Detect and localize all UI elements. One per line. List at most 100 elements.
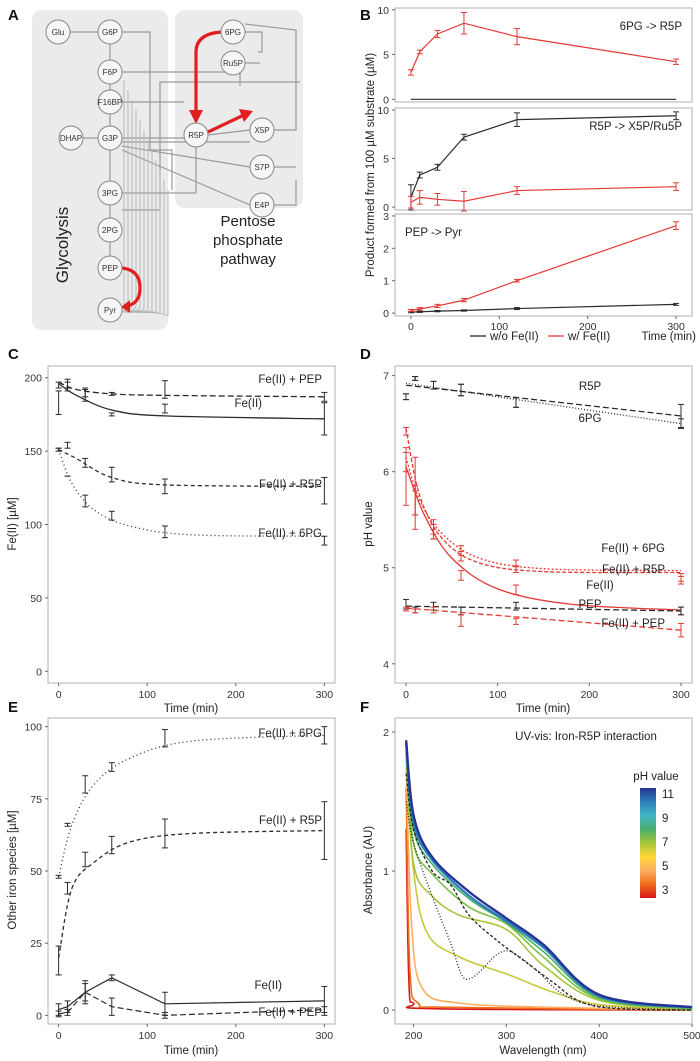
series-with-fe	[407, 11, 680, 76]
x-tick-label: 0	[408, 321, 414, 333]
x-tick-label: 100	[489, 689, 507, 701]
subplot-title: PEP -> Pyr	[405, 227, 462, 239]
series-annotation: R5P	[579, 381, 602, 393]
y-tick-label: 0	[36, 666, 42, 678]
y-axis-title: Absorbance (AU)	[363, 826, 375, 914]
series-annotation: PEP	[578, 599, 601, 611]
y-tick-label: 1	[383, 866, 389, 878]
y-tick-label: 0	[36, 1010, 42, 1022]
x-tick-label: 300	[498, 1030, 516, 1042]
series-6pg	[403, 376, 684, 429]
metabolite-label: 6PG	[225, 28, 241, 37]
x-tick-label: 100	[138, 1030, 156, 1042]
fit-line	[58, 381, 325, 398]
metabolite-label: 3PG	[102, 189, 118, 198]
y-tick-label: 75	[30, 794, 42, 806]
metabolite-node-2pg: 2PG	[97, 217, 123, 243]
metabolite-label: G6P	[102, 28, 118, 37]
y-tick-label: 50	[30, 593, 42, 605]
metabolite-node-r5p: R5P	[183, 122, 209, 148]
metabolite-node-pyr: Pyr	[97, 297, 123, 323]
panel-b-label: B	[360, 7, 371, 24]
panel-e-label: E	[8, 699, 18, 716]
pathway-connector-line	[121, 149, 251, 206]
glycolysis-label: Glycolysis	[53, 207, 72, 284]
fit-line	[405, 457, 682, 572]
x-tick-label: 300	[316, 689, 334, 701]
spectrum-line	[405, 752, 693, 1010]
subplot-title: 6PG -> R5P	[620, 21, 683, 33]
series-line	[410, 303, 677, 313]
metabolite-circle	[97, 89, 123, 115]
y-tick-label: 100	[24, 722, 42, 734]
fit-line	[405, 382, 682, 425]
y-tick-label: 6	[383, 467, 389, 479]
metabolite-node-ru5p: Ru5P	[220, 50, 246, 76]
metabolite-node-g3p: G3P	[97, 125, 123, 151]
metabolite-node-g6p: G6P	[97, 19, 123, 45]
series-annotation: 6PG	[578, 413, 601, 425]
metabolite-node-s7p: S7P	[249, 154, 275, 180]
series-line	[58, 991, 325, 1016]
metabolite-circle	[97, 180, 123, 206]
plot-area	[47, 717, 336, 1025]
series-with-fe	[407, 182, 680, 212]
y-tick-label: 0	[383, 308, 389, 320]
series-line	[410, 186, 677, 203]
y-tick-label: 5	[383, 563, 389, 575]
pathway-connector-line	[244, 23, 297, 131]
pathway-connector-line	[274, 180, 297, 206]
x-tick-label: 200	[405, 1030, 423, 1042]
y-tick-label: 10	[377, 105, 389, 117]
metabolite-circle	[97, 125, 123, 151]
spectrum-line	[405, 759, 693, 1011]
subplot-title: R5P -> X5P/Ru5P	[589, 121, 682, 133]
chart-c: 0 50 100 150 200 0 100 200 300 Fe(II) + PEP Fe(II)…	[7, 365, 336, 715]
plot-area	[47, 365, 336, 684]
series-annotation: Fe(II) + R5P	[259, 815, 322, 827]
legend-label: w/ Fe(II)	[567, 331, 610, 343]
spectrum-line	[405, 829, 693, 1011]
red-arrow-pep-pyr	[121, 266, 142, 308]
y-tick-label: 0	[383, 94, 389, 106]
series-annotation: Fe(II) + R5P	[259, 479, 322, 491]
x-tick-label: 200	[227, 1030, 245, 1042]
series-line	[410, 225, 677, 312]
pathway-connections	[70, 23, 300, 317]
metabolite-label: E4P	[254, 201, 269, 210]
fit-line	[58, 449, 325, 487]
x-tick-label: 300	[667, 321, 685, 333]
y-axis-title: Fe(II) [µM]	[7, 497, 19, 550]
legend-tick-label: 7	[662, 837, 668, 849]
series-without-fe	[407, 111, 680, 211]
series-annotation: Fe(II) + 6PG	[258, 528, 322, 540]
metabolite-label: X5P	[254, 126, 269, 135]
x-tick-label: 300	[672, 689, 690, 701]
metabolite-node-6pg: 6PG	[220, 19, 246, 45]
pathway-connector-line	[121, 145, 251, 168]
subplot-2: 0 5 10 R5P -> X5P/Ru5P	[377, 105, 693, 214]
metabolite-label: G3P	[102, 134, 118, 143]
y-tick-label: 0	[383, 1005, 389, 1017]
series-fe-ii-pep	[55, 378, 328, 402]
x-tick-label: 500	[683, 1030, 700, 1042]
plot-area	[394, 213, 693, 317]
ppp-label-line2: phosphate	[213, 232, 283, 249]
panel-f-label: F	[360, 699, 369, 716]
metabolite-circle	[97, 217, 123, 243]
series-annotation: Fe(II) + PEP	[258, 374, 322, 386]
series-fe-ii-	[403, 447, 684, 616]
metabolite-circle	[183, 122, 209, 148]
pathway-connector-line	[207, 129, 251, 136]
series-with-fe	[407, 221, 680, 312]
spectrum-line	[405, 766, 693, 1011]
pathway-connector-line	[245, 31, 263, 53]
legend-tick-label: 9	[662, 813, 668, 825]
metabolite-circle	[97, 255, 123, 281]
series-line	[58, 977, 325, 1011]
series-annotation: Fe(II) + 6PG	[601, 543, 665, 555]
chart-b: 0 5 10 6PG -> R5P 0 5 10 R5P -> X5P/Ru5P 0 1 2 3 PEP…	[365, 5, 696, 343]
y-tick-label: 150	[24, 446, 42, 458]
x-tick-label: 0	[56, 1030, 62, 1042]
